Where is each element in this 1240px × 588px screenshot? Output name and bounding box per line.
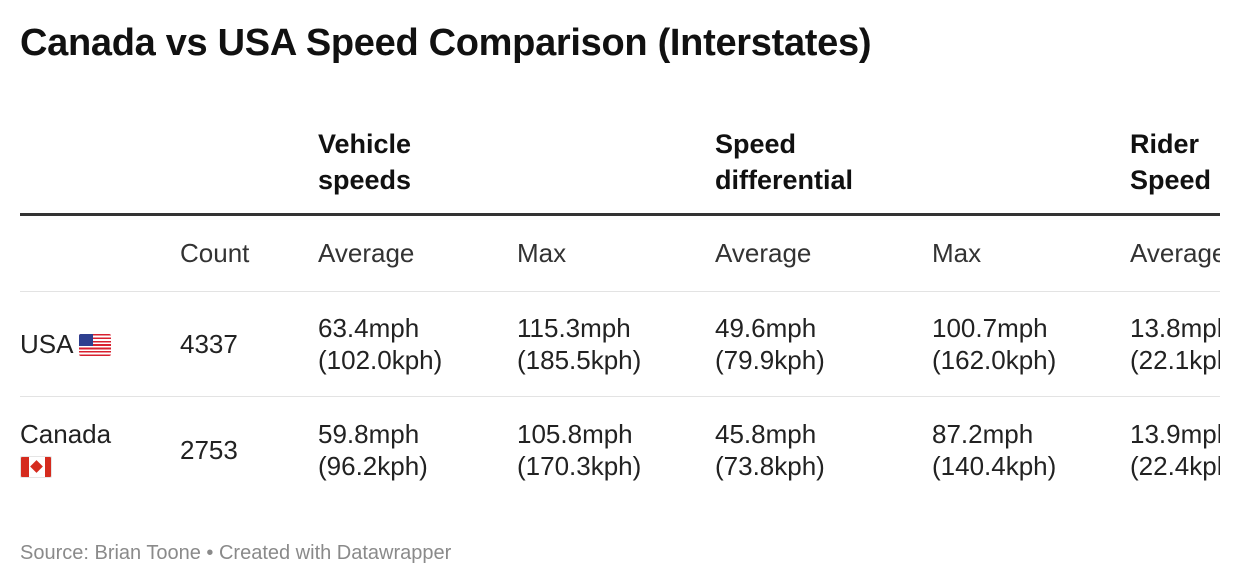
vehicle-max-cell: 115.3mph (185.5kph) bbox=[517, 312, 641, 376]
column-header-vehicle-max: Max bbox=[517, 238, 567, 268]
vehicle-average-cell: 59.8mph (96.2kph) bbox=[318, 418, 428, 482]
kph-value: (22.4kph) bbox=[1130, 451, 1220, 481]
vehicle-average-cell: 63.4mph (102.0kph) bbox=[318, 312, 442, 376]
diff-max-cell: 100.7mph (162.0kph) bbox=[932, 312, 1056, 376]
mph-value: 13.8mph bbox=[1130, 313, 1220, 343]
kph-value: (96.2kph) bbox=[318, 451, 428, 481]
data-table: Vehicle speeds Speed differential Rider … bbox=[20, 112, 1220, 512]
kph-value: (185.5kph) bbox=[517, 345, 642, 375]
kph-value: (170.3kph) bbox=[517, 451, 642, 481]
rider-average-cell: 13.9mph (22.4kph) bbox=[1130, 418, 1220, 482]
us-flag-icon bbox=[79, 334, 112, 356]
row-divider bbox=[20, 396, 1220, 397]
mph-value: 49.6mph bbox=[715, 313, 817, 343]
source-note: Source: Brian Toone • Created with Dataw… bbox=[20, 542, 452, 564]
group-header-line: differential bbox=[715, 165, 854, 195]
vehicle-max-cell: 105.8mph (170.3kph) bbox=[517, 418, 641, 482]
diff-max-cell: 87.2mph (140.4kph) bbox=[932, 418, 1056, 482]
country-label: USA bbox=[20, 329, 73, 359]
country-cell: USA bbox=[20, 328, 112, 360]
canada-flag-icon bbox=[20, 456, 52, 478]
column-header-diff-max: Max bbox=[932, 238, 982, 268]
mph-value: 59.8mph bbox=[318, 419, 420, 449]
mph-value: 115.3mph bbox=[517, 313, 631, 343]
kph-value: (79.9kph) bbox=[715, 345, 825, 375]
mph-value: 63.4mph bbox=[318, 313, 420, 343]
count-cell: 2753 bbox=[180, 435, 238, 465]
kph-value: (162.0kph) bbox=[932, 345, 1057, 375]
kph-value: (102.0kph) bbox=[318, 345, 443, 375]
kph-value: (73.8kph) bbox=[715, 451, 825, 481]
group-header-line: Speed bbox=[1130, 165, 1212, 195]
diff-average-cell: 49.6mph (79.9kph) bbox=[715, 312, 825, 376]
count-cell: 4337 bbox=[180, 329, 238, 359]
page-title: Canada vs USA Speed Comparison (Intersta… bbox=[20, 22, 872, 64]
group-header-speed-differential: Speed differential bbox=[715, 126, 853, 198]
column-header-count: Count bbox=[180, 238, 250, 268]
column-header-vehicle-average: Average bbox=[318, 238, 415, 268]
rider-average-cell: 13.8mph (22.1kph) bbox=[1130, 312, 1220, 376]
mph-value: 105.8mph bbox=[517, 419, 633, 449]
group-header-vehicle-speeds: Vehicle speeds bbox=[318, 126, 411, 198]
row-divider bbox=[20, 291, 1220, 292]
group-header-line: Speed bbox=[715, 129, 797, 159]
group-header-line: Rider bbox=[1130, 129, 1200, 159]
kph-value: (140.4kph) bbox=[932, 451, 1057, 481]
mph-value: 45.8mph bbox=[715, 419, 817, 449]
group-header-line: speeds bbox=[318, 165, 412, 195]
group-header-line: Vehicle bbox=[318, 129, 412, 159]
country-cell: Canada bbox=[20, 418, 111, 482]
mph-value: 87.2mph bbox=[932, 419, 1034, 449]
header-divider bbox=[20, 213, 1220, 216]
mph-value: 100.7mph bbox=[932, 313, 1048, 343]
diff-average-cell: 45.8mph (73.8kph) bbox=[715, 418, 825, 482]
column-header-diff-average: Average bbox=[715, 238, 812, 268]
mph-value: 13.9mph bbox=[1130, 419, 1220, 449]
column-header-rider-average: Average bbox=[1130, 238, 1220, 268]
country-label: Canada bbox=[20, 419, 112, 449]
kph-value: (22.1kph) bbox=[1130, 345, 1220, 375]
group-header-rider-speed: Rider Speed bbox=[1130, 126, 1211, 198]
